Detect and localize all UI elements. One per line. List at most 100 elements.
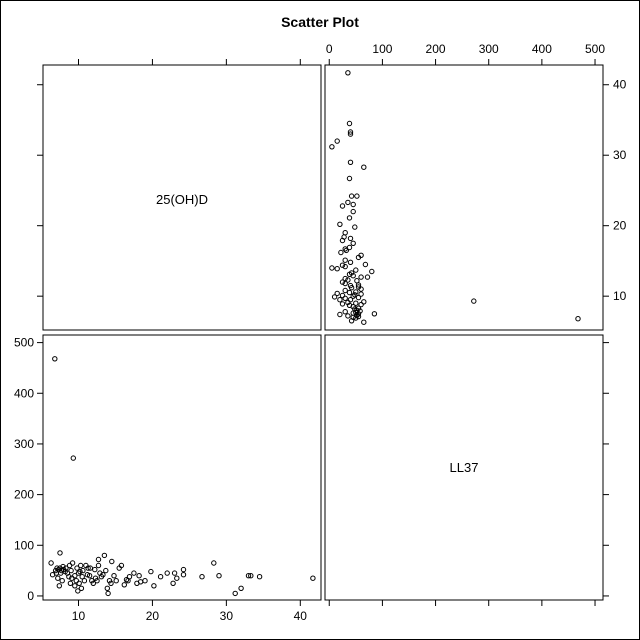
data-point (101, 552, 108, 559)
data-point-mirror (348, 193, 355, 199)
data-point-mirror (345, 313, 351, 319)
data-point-mirror (345, 277, 351, 283)
data-point-mirror (353, 309, 359, 316)
data-point (78, 562, 84, 569)
cell-top-right (324, 64, 604, 331)
data-point-mirror (347, 129, 354, 135)
data-point-mirror (339, 262, 346, 268)
points-layer (48, 70, 581, 597)
data-point-mirror (342, 275, 348, 282)
data-point-mirror (369, 268, 375, 275)
data-point-mirror (361, 299, 367, 305)
data-point (48, 560, 54, 566)
data-point (52, 567, 59, 574)
data-point-mirror (334, 138, 340, 144)
data-point-mirror (361, 319, 367, 325)
data-point-mirror (353, 300, 359, 306)
x-tick-label-bottom-40: 40 (294, 609, 308, 623)
data-point-mirror (342, 263, 348, 270)
data-point-mirror (361, 164, 367, 170)
data-point (105, 590, 111, 597)
y-tick-label-left-500: 500 (14, 336, 34, 350)
x-tick-label-bottom-20: 20 (146, 609, 160, 623)
data-point (80, 567, 86, 574)
data-point-mirror (339, 292, 346, 299)
data-point (89, 578, 95, 584)
data-point (180, 566, 187, 573)
data-point (106, 578, 113, 584)
x-tick-label-top-300: 300 (479, 42, 499, 56)
data-point-mirror (334, 290, 340, 297)
data-point (180, 572, 187, 578)
data-point (92, 566, 98, 573)
data-point (121, 582, 128, 588)
data-point (67, 580, 74, 586)
data-point-mirror (346, 175, 353, 182)
data-point-mirror (329, 265, 335, 271)
data-point-mirror (346, 289, 353, 296)
data-point (199, 574, 205, 580)
data-point (164, 570, 170, 576)
data-point (103, 567, 109, 574)
data-point (157, 574, 164, 580)
data-point-mirror (339, 237, 346, 244)
data-point (69, 575, 75, 581)
data-point (136, 573, 142, 579)
data-point-mirror (348, 285, 355, 291)
data-point (75, 570, 82, 576)
data-point-mirror (347, 159, 354, 166)
data-point (57, 565, 63, 571)
x-tick-label-bottom-30: 30 (220, 609, 234, 623)
data-point (310, 575, 316, 581)
data-point-mirror (331, 294, 338, 300)
data-point-mirror (343, 247, 349, 254)
data-point-mirror (355, 294, 362, 301)
data-point (116, 565, 122, 571)
data-point (216, 573, 222, 579)
data-point (95, 556, 102, 563)
cell-bottom-left (42, 334, 322, 601)
data-point-mirror (345, 199, 351, 206)
data-point-mirror (339, 203, 346, 209)
data-point (74, 565, 80, 571)
data-point-mirror (362, 261, 369, 268)
data-point-mirror (353, 289, 359, 295)
data-point (77, 568, 83, 575)
y-tick-label-left-200: 200 (14, 488, 34, 502)
data-point-mirror (338, 249, 344, 256)
data-point (59, 578, 65, 584)
data-point-mirror (342, 257, 348, 263)
y-tick-label-right-10: 10 (613, 289, 627, 303)
data-point-mirror (345, 70, 351, 76)
data-point-mirror (347, 235, 354, 242)
data-point (81, 578, 88, 584)
y-tick-label-left-400: 400 (14, 386, 34, 400)
data-point-mirror (342, 295, 348, 301)
data-point-mirror (346, 120, 353, 127)
data-point (248, 573, 254, 579)
data-point (148, 568, 154, 575)
data-point-mirror (339, 279, 346, 285)
chart-title: Scatter Plot (281, 14, 359, 30)
data-point (68, 567, 74, 574)
data-point (256, 574, 263, 580)
data-point (72, 583, 78, 589)
data-point (66, 562, 73, 569)
data-point (134, 580, 140, 586)
data-point (142, 578, 148, 584)
data-point-mirror (352, 292, 358, 298)
data-point-mirror (337, 297, 343, 303)
data-point (113, 578, 119, 584)
data-point-mirror (352, 224, 358, 230)
data-point-mirror (358, 291, 364, 297)
x-tick-label-top-500: 500 (585, 42, 605, 56)
data-point-mirror (358, 301, 364, 308)
data-point-mirror (345, 299, 351, 306)
data-point (131, 570, 137, 576)
data-point (232, 590, 238, 597)
data-point-mirror (334, 266, 340, 272)
x-tick-label-top-400: 400 (532, 42, 552, 56)
data-point (84, 572, 91, 578)
data-point-mirror (347, 259, 354, 265)
data-point-mirror (342, 287, 348, 294)
